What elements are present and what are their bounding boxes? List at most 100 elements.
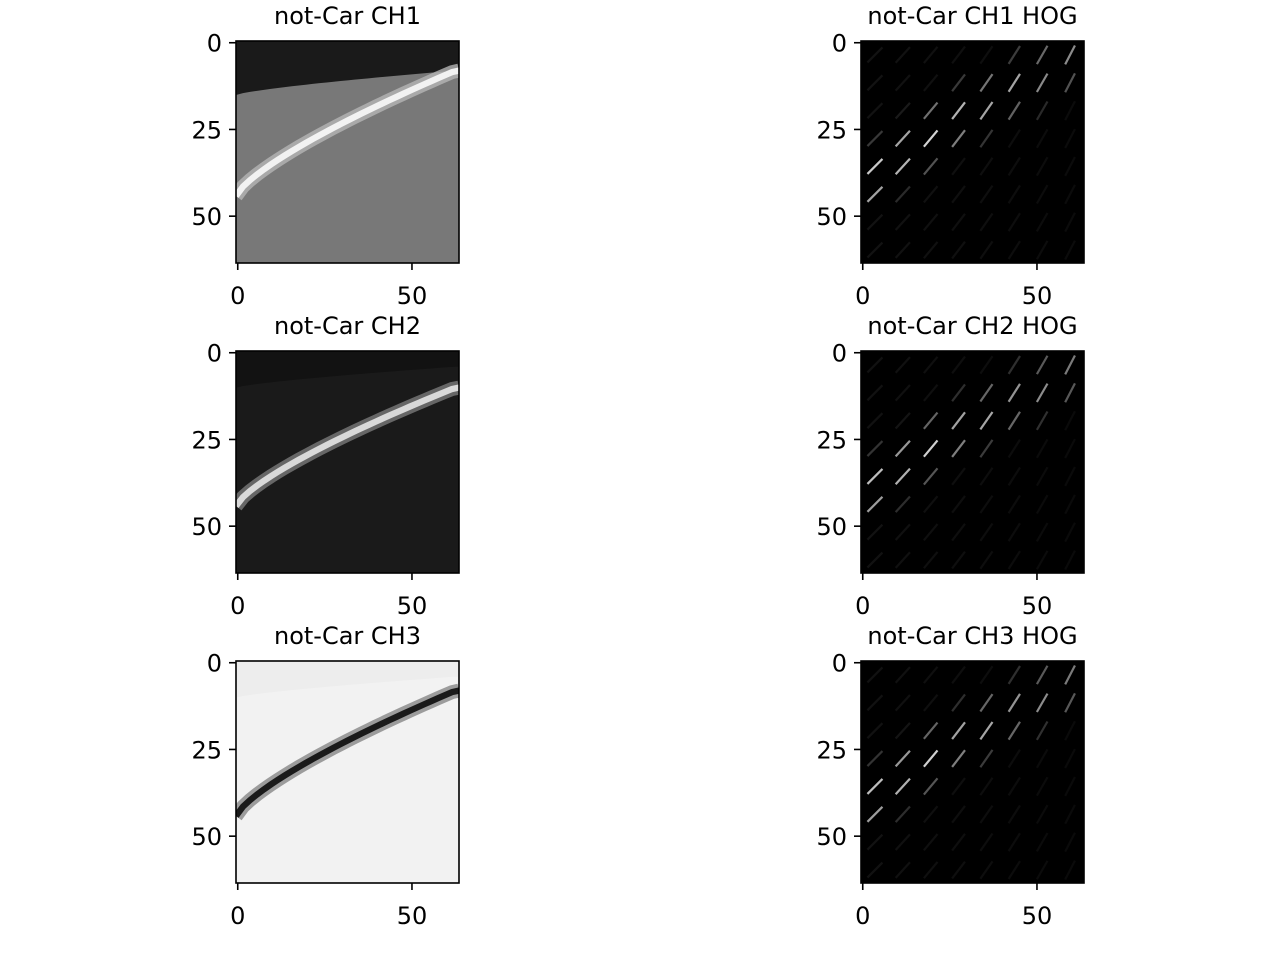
hog-cell [923, 157, 939, 176]
hog-cell [1035, 466, 1049, 487]
hog-cell [923, 185, 939, 204]
x-tick-label: 0 [230, 592, 245, 620]
hog-cell [951, 411, 966, 430]
hog-cell [1007, 693, 1021, 713]
hog-cell [894, 356, 911, 374]
y-tick-label: 25 [191, 116, 222, 144]
hog-cell [1035, 720, 1049, 741]
hog-cell [1007, 804, 1021, 824]
hog-cell [979, 777, 994, 796]
hog-cell [1007, 156, 1021, 176]
panel-title: not-Car CH1 [274, 2, 421, 30]
hog-cell [866, 102, 884, 119]
hog-cell [1035, 522, 1049, 542]
hog-cell [1064, 832, 1076, 853]
hog-cell [923, 213, 939, 232]
axes-frame [235, 40, 460, 264]
hog-cell [866, 523, 884, 541]
hog-cell [1035, 73, 1049, 93]
hog-cell [894, 861, 911, 879]
hog-cell [979, 212, 994, 232]
hog-cell [979, 240, 994, 260]
y-tick-label: 25 [191, 736, 222, 764]
x-tick-label: 0 [230, 282, 245, 310]
hog-cell [1007, 749, 1021, 769]
hog-cell [866, 806, 884, 823]
hog-cell [979, 129, 994, 148]
panel-title: not-Car CH3 [274, 622, 421, 650]
hog-cell [1007, 355, 1021, 375]
y-tick-label: 0 [832, 30, 847, 58]
hog-cell [951, 73, 966, 92]
hog-cell [979, 73, 994, 93]
hog-cell [1064, 692, 1076, 713]
y-tick-label: 25 [191, 426, 222, 454]
hog-cell [1035, 494, 1049, 515]
hog-cell [951, 101, 966, 120]
hog-cell [1035, 665, 1049, 685]
hog-cell [951, 833, 966, 852]
hog-cell [979, 721, 994, 740]
hog-cell [923, 833, 939, 852]
hog-cell [951, 45, 966, 65]
hog-cell [951, 860, 966, 880]
hog-cell [894, 102, 911, 120]
hog-cell [1064, 550, 1076, 570]
hog-cell [979, 495, 994, 514]
x-tick-label: 0 [230, 902, 245, 930]
panel-title: not-Car CH2 [274, 312, 421, 340]
hog-cell [894, 241, 911, 259]
hog-cell [1007, 129, 1021, 149]
hog-cell [1007, 522, 1021, 542]
hog-cell [951, 749, 966, 768]
hog-cell [1007, 240, 1021, 260]
hog-cell [1064, 382, 1076, 403]
hog-cell [951, 523, 966, 542]
panel-5: 0 50 0 25 50 not-Car CH3 [191, 622, 460, 930]
y-tick-label: 50 [816, 203, 847, 231]
hog-cell [923, 666, 939, 684]
hog-cell [866, 158, 884, 175]
hog-cell [866, 186, 884, 203]
hog-cell [951, 240, 966, 260]
hog-cell [866, 666, 884, 684]
hog-cell [866, 750, 884, 767]
hog-cell [894, 74, 911, 92]
hog-cell [866, 74, 884, 92]
hog-cell [923, 805, 939, 824]
hog-cell [1007, 101, 1021, 121]
hog-cell [1064, 466, 1076, 487]
hog-cell [866, 356, 884, 374]
hog-cell [979, 832, 994, 852]
hog-cell [866, 440, 884, 457]
hog-cell [1035, 748, 1049, 769]
hog-cell [1007, 439, 1021, 459]
hog-cell [1035, 693, 1049, 713]
hog-cell [866, 833, 884, 851]
panel-6: 0 50 0 25 50 not-Car CH3 HOG [816, 622, 1085, 930]
panel-1: 0 50 0 25 50 not-Car CH1 [191, 2, 460, 310]
hog-cell [951, 213, 966, 232]
hog-cell [979, 860, 994, 880]
hog-cell [894, 777, 911, 795]
lane-line [236, 67, 459, 198]
hog-cell [979, 693, 994, 713]
hog-cell [894, 130, 911, 148]
panel-2: 0 50 0 25 50 not-Car CH1 HOG [816, 2, 1085, 310]
hog-cell [1035, 383, 1049, 403]
hog-cell [951, 129, 966, 148]
x-tick-label: 50 [397, 282, 428, 310]
hog-cell [951, 157, 966, 176]
hog-cell [923, 101, 939, 120]
hog-cell [951, 693, 966, 712]
hog-cell [1007, 383, 1021, 403]
top-band [236, 351, 459, 388]
y-tick-label: 25 [816, 426, 847, 454]
hog-cell [979, 522, 994, 542]
hog-cell [1035, 410, 1049, 431]
hog-cell [923, 46, 939, 64]
hog-cell [894, 833, 911, 851]
hog-cell [923, 495, 939, 514]
hog-cell [1035, 212, 1049, 232]
